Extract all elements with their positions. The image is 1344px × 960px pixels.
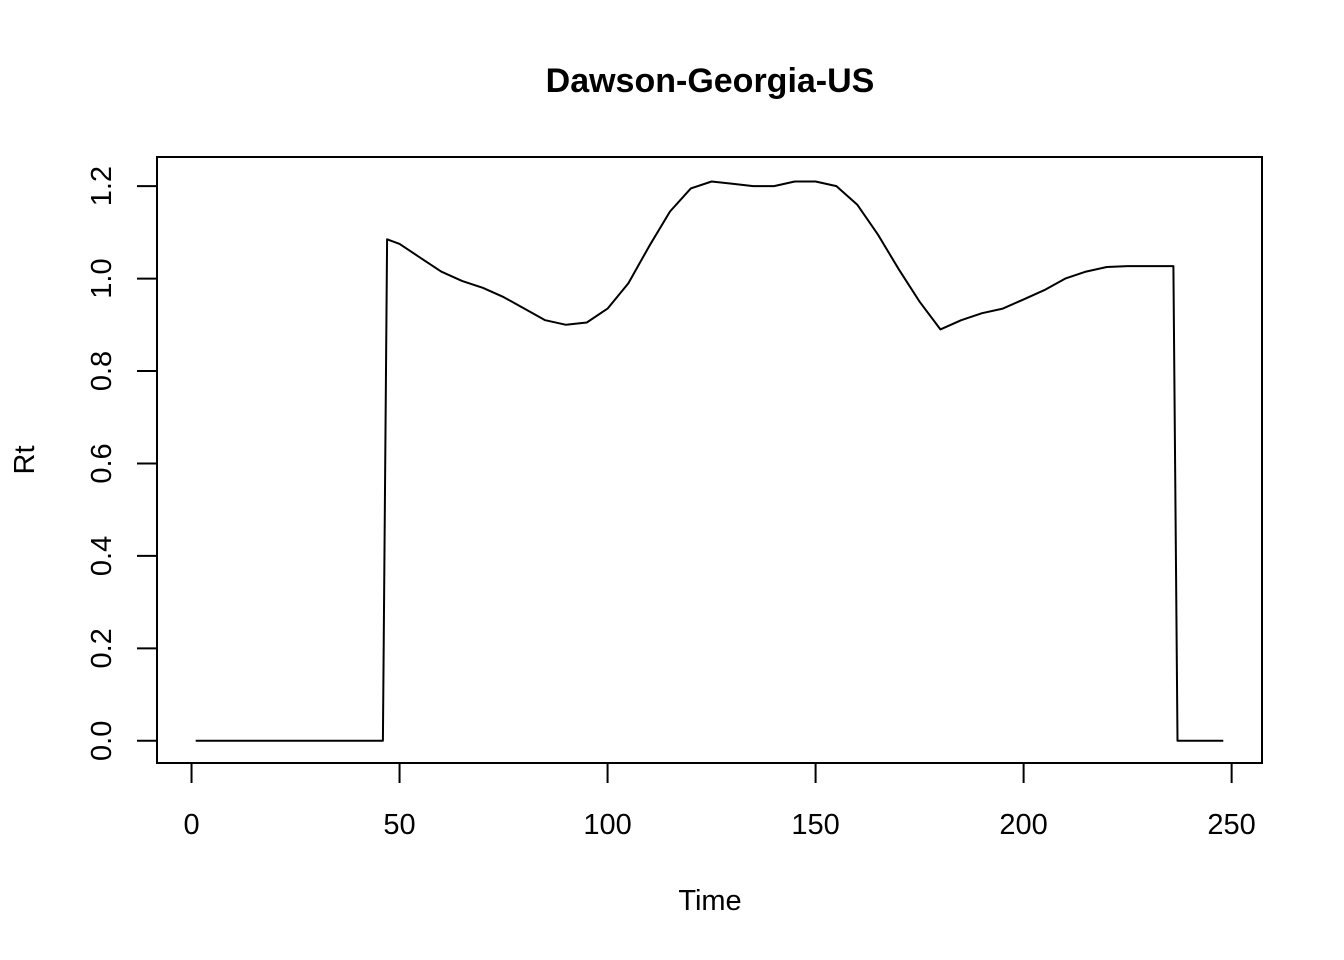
y-tick-label: 0.8 [86, 351, 118, 391]
y-tick-label: 1.0 [86, 258, 118, 298]
x-tick-label: 150 [791, 809, 839, 841]
y-tick-label: 0.0 [86, 721, 118, 761]
x-axis-label: Time [678, 885, 741, 917]
x-tick-label: 100 [583, 809, 631, 841]
y-tick-label: 0.2 [86, 628, 118, 668]
rt-series-line [195, 180, 1224, 742]
x-tick-label: 50 [383, 809, 415, 841]
y-tick-label: 0.6 [86, 443, 118, 483]
chart-title: Dawson-Georgia-US [546, 62, 875, 100]
x-axis: 0 50 100 150 200 250 [183, 762, 1256, 841]
x-tick-label: 200 [999, 809, 1047, 841]
x-tick-label: 250 [1207, 809, 1255, 841]
y-tick-label: 0.4 [86, 536, 118, 576]
y-axis-label: Rt [9, 446, 41, 475]
x-tick-label: 0 [183, 809, 199, 841]
y-tick-label: 1.2 [86, 166, 118, 206]
y-axis: 0.0 0.2 0.4 0.6 0.8 1.0 1.2 [86, 166, 158, 761]
plot-frame [156, 156, 1263, 764]
